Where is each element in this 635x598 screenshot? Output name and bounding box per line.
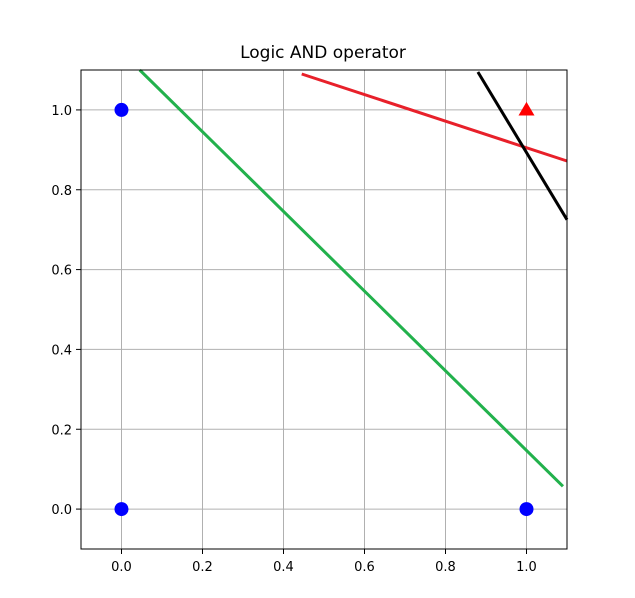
plot-frame — [80, 69, 568, 550]
lines-layer — [138, 68, 569, 488]
y-tick-label: 1.0 — [51, 104, 72, 119]
grid-layer — [81, 70, 567, 549]
series-line — [138, 68, 565, 488]
y-tick-label: 0.2 — [51, 423, 72, 438]
y-tick-label: 0.0 — [51, 503, 72, 518]
y-tick-label: 0.4 — [51, 343, 72, 358]
points-layer — [114, 101, 535, 517]
x-tick-label: 0.6 — [354, 560, 375, 575]
series-line — [476, 71, 569, 221]
y-tick-label: 0.8 — [51, 184, 72, 199]
y-tick-label: 0.6 — [51, 264, 72, 279]
series-line — [301, 72, 568, 163]
x-tick-label: 0.4 — [273, 560, 294, 575]
data-point-triangle — [518, 101, 535, 116]
data-point-circle — [114, 102, 129, 117]
ticks-layer: 0.0 0.2 0.4 0.6 0.8 1.0 0.0 0.2 0.4 0.6 0.8 1.0 — [51, 104, 537, 575]
data-point-circle — [519, 502, 534, 517]
chart-title: Logic AND operator — [240, 43, 406, 63]
data-point-circle — [114, 502, 129, 517]
x-tick-label: 0.2 — [192, 560, 213, 575]
x-tick-label: 0.8 — [435, 560, 456, 575]
x-tick-label: 1.0 — [516, 560, 537, 575]
x-tick-label: 0.0 — [111, 560, 132, 575]
